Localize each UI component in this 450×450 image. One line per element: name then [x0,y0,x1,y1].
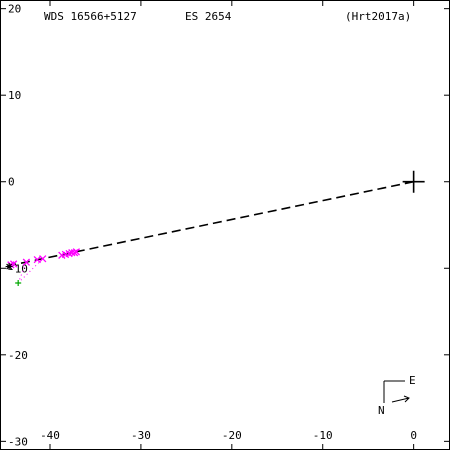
discoverer-label: ES 2654 [185,10,232,23]
primary-star [402,170,425,193]
wds-label: WDS 16566+5127 [44,10,137,23]
y-tick-label: 10 [8,89,21,102]
observation-point [70,249,79,257]
last-observation-point [5,263,13,271]
observation-point [22,258,31,266]
x-tick-label: 0 [410,429,417,442]
east-label: E [409,374,416,387]
motion-arrow-icon [391,395,410,403]
y-tick-label: -30 [8,435,28,448]
primary-star-marker [402,170,425,193]
x-tick-label: -10 [313,429,333,442]
north-label: N [378,404,385,417]
x-tick-label: -40 [40,429,60,442]
orientation-indicator: E N [378,374,416,417]
observations [5,248,81,286]
residual-line [17,258,44,284]
y-tick-label: 20 [8,3,21,16]
reference-label: (Hrt2017a) [345,10,411,23]
y-tick-label: 0 [8,176,15,189]
observation-point [72,248,81,256]
x-tick-label: -20 [222,429,242,442]
observation-point [39,255,47,263]
y-tick-label: -20 [8,349,28,362]
first-observation-point [15,279,22,286]
x-tick-label: -30 [131,429,151,442]
